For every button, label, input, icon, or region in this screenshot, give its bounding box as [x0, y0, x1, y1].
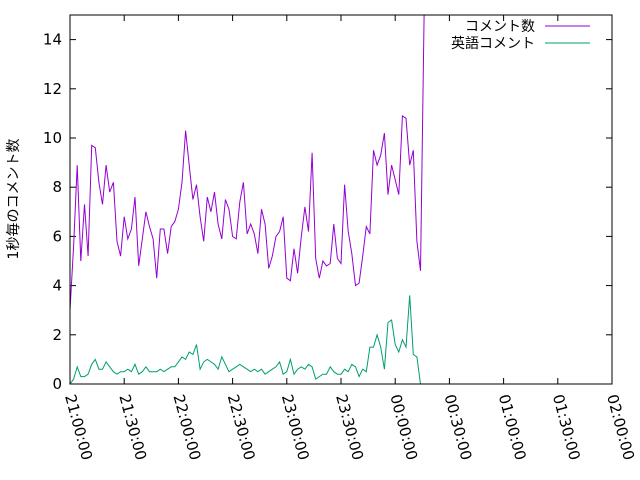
- x-tick-label: 22:00:00: [170, 392, 205, 462]
- y-axis-title: 1秒毎のコメント数: [6, 139, 22, 260]
- series-line-0: [69, 14, 425, 311]
- legend-label-1: 英語コメント: [451, 35, 535, 52]
- x-tick-label: 23:30:00: [332, 392, 367, 462]
- x-tick-label: 21:00:00: [61, 392, 96, 462]
- series-lines: [69, 14, 425, 385]
- y-tick-label: 4: [52, 277, 62, 295]
- x-tick-label: 00:00:00: [386, 392, 421, 462]
- y-tick-label: 12: [43, 80, 62, 98]
- x-tick-label: 02:00:00: [603, 392, 638, 462]
- series-line-1: [69, 295, 425, 385]
- x-tick-label: 01:00:00: [495, 392, 530, 462]
- y-tick-label: 10: [43, 129, 62, 147]
- tick-labels: 0 2 4 6 8 10 12 14 21:00:00 21:30:00 22:00:00 22:30…: [43, 31, 638, 463]
- y-tick-label: 6: [52, 227, 62, 245]
- y-tick-label: 0: [52, 375, 62, 393]
- x-tick-label: 22:30:00: [224, 392, 259, 462]
- axis-ticks: [69, 15, 613, 385]
- x-tick-label: 23:00:00: [278, 392, 313, 462]
- legend-label-0: コメント数: [465, 19, 535, 35]
- plot-frame: [69, 14, 613, 385]
- x-tick-label: 21:30:00: [115, 392, 150, 462]
- y-tick-label: 8: [52, 178, 62, 196]
- y-tick-label: 14: [43, 31, 62, 49]
- y-tick-label: 2: [52, 326, 62, 344]
- x-tick-label: 01:30:00: [549, 392, 584, 462]
- x-tick-label: 00:30:00: [441, 392, 476, 462]
